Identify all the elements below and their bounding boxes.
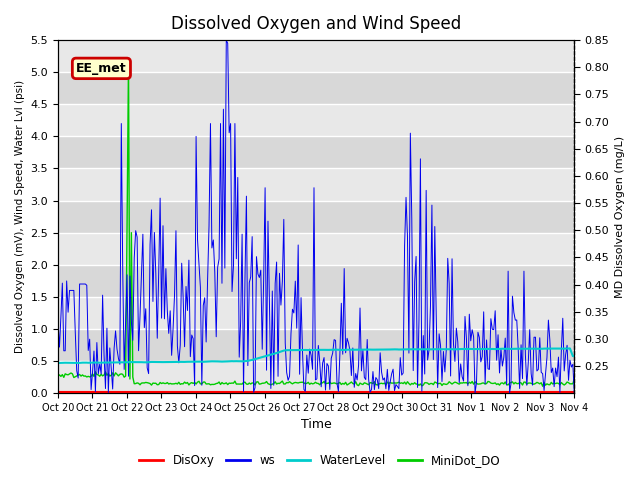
Title: Dissolved Oxygen and Wind Speed: Dissolved Oxygen and Wind Speed bbox=[171, 15, 461, 33]
X-axis label: Time: Time bbox=[301, 419, 332, 432]
Bar bbox=[58, 265, 574, 297]
Bar bbox=[58, 104, 574, 136]
Bar bbox=[58, 201, 574, 233]
Text: EE_met: EE_met bbox=[76, 62, 127, 75]
Y-axis label: Dissolved Oxygen (mV), Wind Speed, Water Lvl (psi): Dissolved Oxygen (mV), Wind Speed, Water… bbox=[15, 80, 25, 353]
Bar bbox=[58, 40, 574, 72]
Bar bbox=[58, 136, 574, 168]
Bar bbox=[58, 361, 574, 393]
Bar bbox=[58, 233, 574, 265]
Y-axis label: MD Dissolved Oxygen (mg/L): MD Dissolved Oxygen (mg/L) bbox=[615, 135, 625, 298]
Bar bbox=[58, 168, 574, 201]
Legend: DisOxy, ws, WaterLevel, MiniDot_DO: DisOxy, ws, WaterLevel, MiniDot_DO bbox=[134, 449, 506, 472]
Bar bbox=[58, 297, 574, 329]
Bar bbox=[58, 329, 574, 361]
Bar bbox=[58, 72, 574, 104]
